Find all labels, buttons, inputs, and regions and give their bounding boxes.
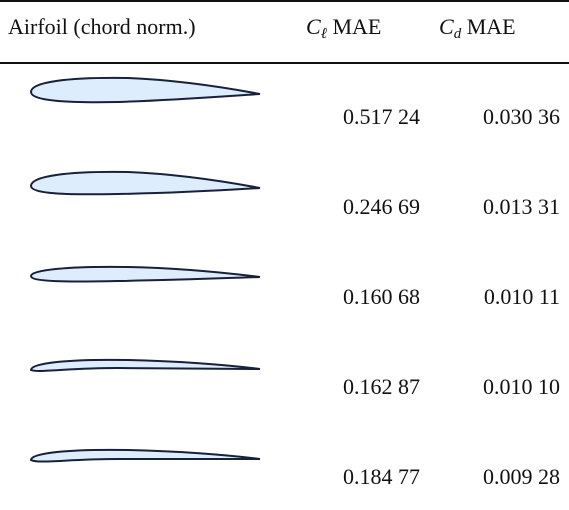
value-cell: 0.160 68 <box>280 284 420 310</box>
airfoil-shape <box>28 348 268 384</box>
value-cell: 0.184 77 <box>280 464 420 490</box>
value-cell: 0.030 36 <box>420 104 560 130</box>
airfoil-shape <box>28 256 268 292</box>
page: {"table": { "header": [ {"text": "Airfoi… <box>0 0 569 510</box>
airfoil-shape <box>28 72 268 108</box>
value-cell: 0.013 31 <box>420 194 560 220</box>
airfoil-shape <box>28 164 268 200</box>
header-rule <box>0 62 569 64</box>
header-cell: Cd MAE <box>439 14 516 43</box>
header-cell: Airfoil (chord norm.) <box>8 14 196 40</box>
header-cell: Cℓ MAE <box>306 14 381 43</box>
value-cell: 0.246 69 <box>280 194 420 220</box>
value-cell: 0.010 11 <box>420 284 560 310</box>
value-cell: 0.162 87 <box>280 374 420 400</box>
airfoil-shape <box>28 438 268 474</box>
top-rule <box>0 0 569 2</box>
value-cell: 0.009 28 <box>420 464 560 490</box>
value-cell: 0.010 10 <box>420 374 560 400</box>
value-cell: 0.517 24 <box>280 104 420 130</box>
